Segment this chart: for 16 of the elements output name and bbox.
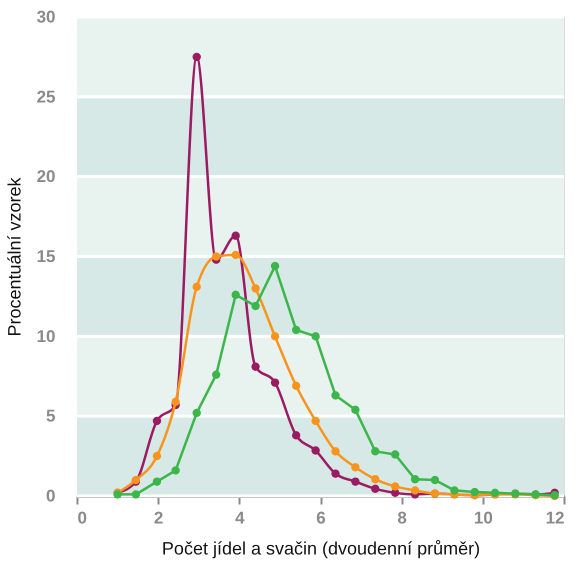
y-tick-label: 0: [46, 486, 56, 506]
x-tick-label: 8: [397, 508, 407, 528]
y-tick-label: 20: [36, 167, 56, 186]
x-tick-label: 6: [316, 508, 326, 528]
x-tick-label: 0: [78, 508, 87, 528]
y-tick-label: 15: [36, 247, 56, 266]
x-tick-label: 2: [154, 508, 164, 528]
y-tick-label: 5: [46, 406, 56, 426]
y-tick-label: 30: [36, 8, 56, 26]
y-tick-label: 10: [36, 326, 56, 346]
y-axis-title: Procentuální vzorek: [4, 176, 25, 337]
x-tick-label: 10: [474, 508, 493, 528]
x-tick-label: 4: [235, 508, 246, 528]
y-tick-label: 25: [36, 87, 56, 106]
x-axis-title: Počet jídel a svačin (dvoudenní průměr): [162, 538, 480, 558]
x-tick-label: 12: [546, 508, 564, 528]
